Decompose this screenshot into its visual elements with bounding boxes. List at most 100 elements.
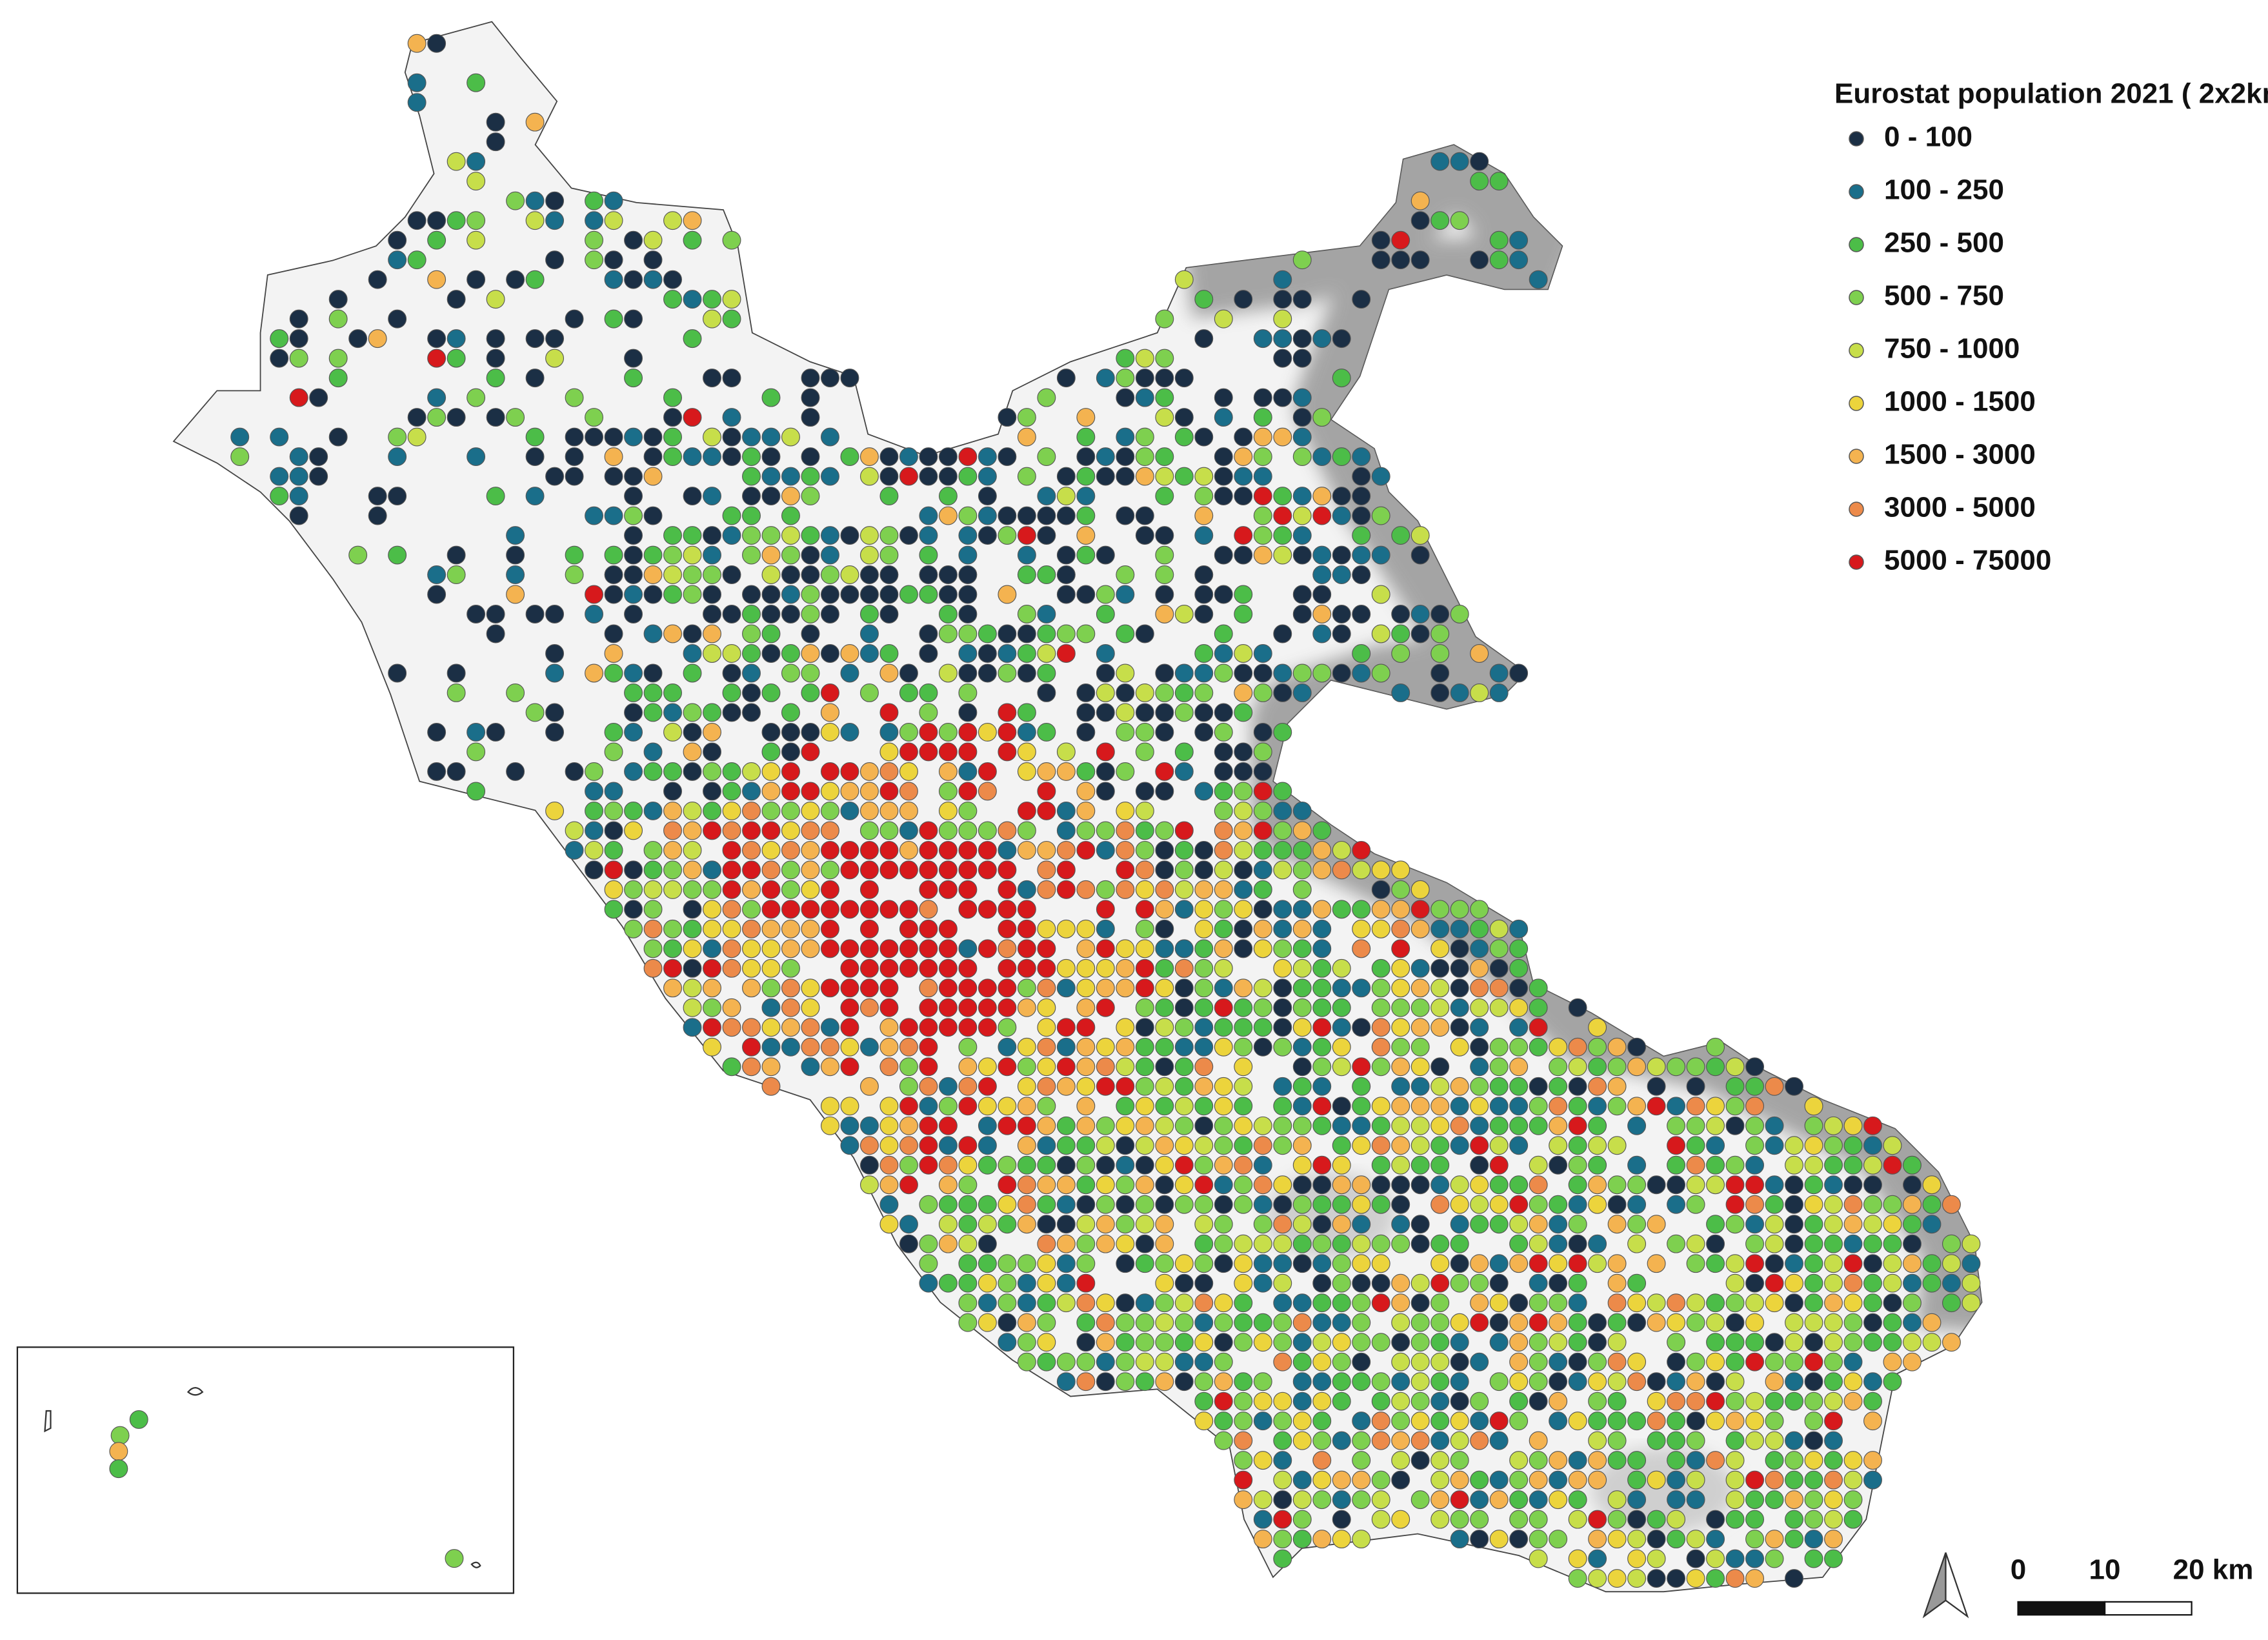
population-cell	[1430, 998, 1450, 1017]
population-cell	[1234, 1037, 1253, 1057]
population-cell	[1667, 1116, 1686, 1135]
population-cell	[1391, 1077, 1410, 1096]
population-cell	[1135, 1372, 1154, 1392]
population-cell	[1470, 939, 1489, 958]
population-cell	[1470, 250, 1489, 270]
population-cell	[1470, 919, 1489, 938]
population-cell	[703, 545, 721, 565]
population-cell	[1804, 1215, 1823, 1234]
population-cell	[820, 467, 839, 486]
population-cell	[1470, 1293, 1489, 1313]
population-cell	[703, 309, 721, 329]
population-cell	[683, 585, 702, 604]
population-cell	[1174, 663, 1194, 683]
north-arrow	[1922, 1552, 1969, 1619]
population-cell	[1096, 1175, 1115, 1195]
population-cell	[1155, 349, 1174, 368]
population-cell	[1824, 1313, 1843, 1332]
population-cell	[703, 1037, 721, 1057]
population-cell	[1273, 1352, 1292, 1372]
population-cell	[1627, 1195, 1647, 1214]
population-cell	[1627, 1175, 1647, 1195]
population-cell	[1549, 1215, 1568, 1234]
population-cell	[820, 644, 839, 663]
population-cell	[1824, 1549, 1843, 1568]
population-cell	[1332, 1018, 1351, 1037]
population-cell	[1371, 880, 1390, 899]
population-cell	[643, 683, 663, 702]
population-cell	[1430, 1451, 1450, 1470]
population-cell	[486, 329, 505, 349]
population-cell	[1253, 1392, 1272, 1411]
population-cell	[978, 860, 997, 880]
population-cell	[1214, 900, 1233, 919]
population-cell	[1037, 1155, 1056, 1175]
population-cell	[1076, 703, 1096, 722]
population-cell	[1273, 919, 1292, 938]
population-cell	[1450, 1136, 1469, 1155]
population-cell	[1588, 1057, 1607, 1077]
population-cell	[1096, 1116, 1115, 1135]
population-cell	[1588, 1510, 1607, 1529]
population-cell	[1273, 683, 1292, 702]
population-cell	[761, 487, 781, 506]
population-cell	[1391, 1293, 1410, 1313]
population-cell	[899, 919, 918, 938]
population-cell	[1194, 1195, 1214, 1214]
population-cell	[1017, 565, 1036, 584]
population-cell	[742, 427, 761, 447]
population-cell	[1410, 1097, 1430, 1116]
population-cell	[1667, 1057, 1686, 1077]
population-cell	[1410, 211, 1430, 230]
population-cell	[1607, 1195, 1627, 1214]
population-cell	[1410, 1451, 1430, 1470]
population-cell	[958, 1077, 978, 1096]
population-cell	[1214, 860, 1233, 880]
population-cell	[1509, 1097, 1529, 1116]
population-cell	[1785, 1510, 1803, 1529]
population-cell	[1843, 1490, 1863, 1510]
population-cell	[820, 1018, 839, 1037]
population-cell	[1922, 1175, 1942, 1195]
population-cell	[683, 900, 702, 919]
population-cell	[565, 565, 584, 584]
population-cell	[1883, 1273, 1902, 1293]
population-cell	[1312, 1116, 1332, 1135]
population-cell	[1588, 1018, 1607, 1037]
population-cell	[722, 663, 741, 683]
population-cell	[1352, 1352, 1371, 1372]
population-cell	[1253, 1254, 1272, 1273]
population-cell	[683, 624, 702, 643]
population-cell	[1470, 1097, 1489, 1116]
population-cell	[938, 742, 958, 762]
population-cell	[1863, 1136, 1882, 1155]
population-cell	[604, 211, 623, 230]
population-cell	[840, 782, 859, 801]
population-cell	[1214, 1313, 1233, 1332]
population-cell	[1765, 1352, 1784, 1372]
population-cell	[742, 467, 761, 486]
population-cell	[1292, 880, 1312, 899]
population-cell	[1234, 1116, 1253, 1135]
population-cell	[1332, 1530, 1351, 1549]
population-cell	[1292, 1470, 1312, 1490]
population-cell	[1607, 1215, 1627, 1234]
population-cell	[1096, 742, 1115, 762]
population-cell	[663, 427, 682, 447]
population-cell	[1273, 1215, 1292, 1234]
population-cell	[1056, 1273, 1076, 1293]
population-cell	[1214, 782, 1233, 801]
population-cell	[1450, 958, 1469, 978]
population-cell	[1430, 663, 1450, 683]
population-cell	[761, 644, 781, 663]
population-cell	[486, 605, 505, 623]
population-cell	[1017, 762, 1036, 781]
population-cell	[1627, 1412, 1647, 1431]
population-cell	[879, 840, 899, 860]
population-cell	[447, 211, 466, 230]
population-cell	[1056, 585, 1076, 604]
population-cell	[761, 880, 781, 899]
population-cell	[722, 939, 741, 958]
population-cell	[1824, 1333, 1843, 1352]
population-cell	[1529, 1510, 1548, 1529]
